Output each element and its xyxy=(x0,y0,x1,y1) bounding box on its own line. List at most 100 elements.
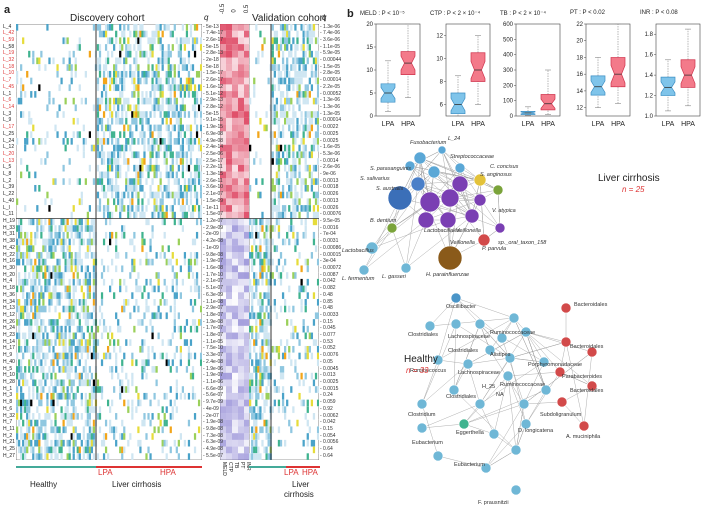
network-node xyxy=(437,145,447,155)
network-node-label: Eggerthella xyxy=(456,430,485,436)
q-value: - 2e-18 xyxy=(203,57,219,64)
network-node-label: Eubacterium xyxy=(412,440,443,446)
q-value: - 2.1e-07 xyxy=(203,278,224,285)
scale-tick-pos: 0.5 xyxy=(244,4,251,14)
network-node-label: L_24 xyxy=(448,136,460,142)
row-label: L_24 xyxy=(3,137,15,144)
q-values-validation: - 1.3e-06- 7.4e-06- 3.6e-06- 1.1e-05- 5.… xyxy=(320,24,344,460)
healthy-title: Healthy xyxy=(404,354,438,365)
discovery-heatmap xyxy=(16,24,202,460)
validation-q-value: - 0.0062 xyxy=(320,412,339,419)
network-node xyxy=(474,318,486,330)
q-value: - 2.5e-17 xyxy=(203,157,224,164)
row-label: L_I xyxy=(3,204,10,211)
network-node xyxy=(496,332,508,344)
boxplot-chart: 600 500 400 300 200 100 0 LPA HPA xyxy=(503,22,561,128)
network-node xyxy=(419,191,441,213)
q-value: - 3.6e-10 xyxy=(203,184,224,191)
validation-q-value: - 1.6e-05 xyxy=(320,144,341,151)
network-node-label: Clostridiales xyxy=(446,394,476,400)
validation-q-value: - 0.0018 xyxy=(320,184,339,191)
q-value: - 2e-07 xyxy=(203,412,219,419)
row-label: H_11 xyxy=(3,425,15,432)
q-value: - 6.3e-09 xyxy=(203,439,224,446)
y-tick-label: 22 xyxy=(576,22,583,28)
validation-q-value: - 0.0025 xyxy=(320,379,339,385)
row-label: H_19 xyxy=(3,218,15,225)
boxplot-title: PT : P < 0.02 xyxy=(570,10,605,16)
box-hpa xyxy=(470,35,486,105)
network-node-label: Bacteroidales xyxy=(570,344,604,350)
row-label: L_40 xyxy=(3,197,15,204)
box-hpa xyxy=(680,28,696,107)
q-value: - 2.5e-06 xyxy=(203,150,224,157)
row-label: H_25 xyxy=(3,446,15,453)
validation-q-value: - 0.85 xyxy=(320,298,333,305)
row-label: L_3 xyxy=(3,110,12,117)
network-node xyxy=(454,162,466,174)
network-node xyxy=(451,175,469,193)
validation-q-value: - 0.00076 xyxy=(320,211,342,218)
network-node-label: S. australis xyxy=(376,186,403,192)
row-label: H_30 xyxy=(3,264,15,271)
network-node xyxy=(578,420,590,432)
row-label: L_4 xyxy=(3,23,12,30)
row-label: H_9 xyxy=(3,352,13,359)
q-value: - 1.8e-07 xyxy=(203,311,224,318)
validation-q-value: - 0.0022 xyxy=(320,124,339,131)
network-node-label: sp._oral_taxon_158 xyxy=(498,240,547,246)
validation-q-value: - 0.92 xyxy=(320,405,333,412)
q-value: - 2.8e-13 xyxy=(203,50,224,57)
network-node-label: Oscillibacter xyxy=(446,304,476,310)
q-value: - 9.1e-15 xyxy=(203,117,224,124)
group-bars xyxy=(16,466,320,468)
validation-q-value: - 2.6e-06 xyxy=(320,164,341,171)
network-node xyxy=(416,398,428,410)
q-value: - 4.2e-08 xyxy=(203,238,224,245)
q-value: - 1.9e-08 xyxy=(203,318,224,325)
row-label: L_11 xyxy=(3,211,14,218)
validation-q-value: - 0.00014 xyxy=(320,77,342,84)
row-label: L_39 xyxy=(3,184,15,191)
network-node-label: Bacteroidales xyxy=(574,302,608,308)
validation-q-value: - 7e-04 xyxy=(320,231,336,238)
q-value: - 1.6e-08 xyxy=(203,264,224,271)
network-node xyxy=(554,366,566,378)
row-label: H_27 xyxy=(3,452,15,459)
network-node-label: P. parvula xyxy=(482,246,506,252)
label-cirrhosis-validation: cirrhosis xyxy=(284,490,314,499)
network-node xyxy=(484,344,496,356)
network-node xyxy=(504,352,516,364)
network-node xyxy=(400,262,412,274)
q-value: - 7.5e-10 xyxy=(203,345,224,352)
row-label: L_22 xyxy=(3,191,15,198)
q-value: - 7.4e-17 xyxy=(203,30,224,37)
validation-q-value: - 0.077 xyxy=(320,332,336,339)
y-tick-label: 1.2 xyxy=(645,94,654,100)
row-label: L_42 xyxy=(3,30,15,37)
network-node-label: Parabacteroides xyxy=(562,374,602,380)
network-node xyxy=(473,193,487,207)
q-value: - 1.5e-07 xyxy=(203,211,224,218)
y-tick-label: 20 xyxy=(366,22,373,28)
q-value: - 1.5e-17 xyxy=(203,70,224,77)
network-node xyxy=(365,241,379,255)
y-tick-label: 10 xyxy=(436,57,443,63)
box-x-label: LPA xyxy=(662,121,675,128)
network-node xyxy=(560,336,572,348)
validation-q-value: - 0.05 xyxy=(320,358,333,365)
validation-title: Validation cohort xyxy=(252,13,326,24)
q-value: - 6.9e-08 xyxy=(203,130,224,137)
y-tick-label: 400 xyxy=(503,53,514,59)
label-hpa-discovery: HPA xyxy=(160,468,176,477)
network-node-label: D. longicatena xyxy=(518,428,554,434)
validation-q-value: - 0.042 xyxy=(320,278,336,285)
q-value: - 4.9e-08 xyxy=(203,446,224,453)
network-node-label: Ruminococcaceae xyxy=(490,330,535,336)
row-label: H_6 xyxy=(3,405,13,412)
row-label: H_16 xyxy=(3,258,15,265)
network-node xyxy=(586,380,598,392)
validation-q-value: - 0.0013 xyxy=(320,177,339,184)
network-node-label: Subdoligranulum xyxy=(540,412,582,418)
liver-cirrhosis-title: Liver cirrhosis xyxy=(598,173,660,184)
